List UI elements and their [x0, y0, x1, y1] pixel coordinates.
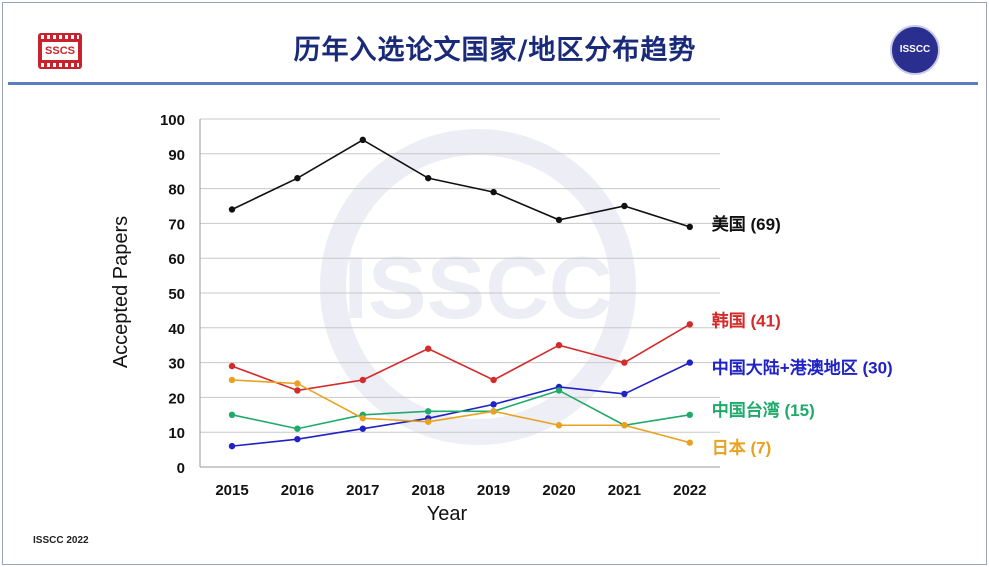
data-point-usa — [490, 188, 497, 196]
y-tick-label: 20 — [168, 390, 185, 407]
isscc-logo-text: ISSCC — [899, 44, 931, 55]
logo-teeth-top — [41, 35, 79, 39]
data-point-japan — [228, 376, 236, 384]
y-tick-label: 90 — [168, 147, 185, 164]
x-tick-label: 2016 — [281, 482, 314, 499]
data-point-japan — [490, 408, 497, 415]
y-tick-label: 40 — [168, 321, 185, 338]
data-point-china_mainland — [228, 442, 236, 450]
data-point-usa — [555, 216, 563, 224]
data-point-japan — [686, 439, 693, 446]
series-label-korea: 韩国 (41) — [712, 310, 781, 330]
data-point-usa — [294, 174, 301, 182]
data-point-japan — [425, 418, 432, 425]
data-point-china_mainland — [686, 359, 693, 366]
series-japan — [228, 376, 693, 446]
data-point-taiwan — [228, 411, 236, 418]
y-tick-label: 100 — [160, 112, 185, 129]
data-point-japan — [621, 422, 628, 429]
footer-text: ISSCC 2022 — [33, 535, 89, 546]
series-line-usa — [231, 138, 691, 228]
x-axis-label: Year — [427, 503, 468, 525]
series-labels: 美国 (69) 韩国 (41) 中国大陆+港澳地区 (30) 中国台湾 (15) 日本 … — [712, 214, 893, 458]
x-tick-label: 2019 — [477, 482, 510, 499]
x-tick-label: 2017 — [346, 482, 379, 499]
data-point-korea — [228, 362, 236, 370]
watermark-text: ISSCC — [344, 238, 613, 337]
data-point-taiwan — [686, 411, 693, 418]
data-point-usa — [621, 202, 628, 210]
series-line-japan — [231, 379, 691, 444]
data-point-usa — [359, 136, 366, 144]
y-axis-label: Accepted Papers — [110, 216, 132, 368]
data-point-china_mainland — [294, 435, 301, 443]
data-point-japan — [359, 415, 366, 422]
y-tick-label: 80 — [168, 182, 185, 199]
isscc-logo: ISSCC — [890, 25, 940, 75]
series-usa — [228, 136, 693, 231]
data-point-korea — [425, 345, 432, 352]
data-point-korea — [621, 359, 628, 366]
data-point-japan — [555, 422, 563, 429]
y-tick-labels: 0 10 20 30 40 50 60 70 80 90 100 — [160, 112, 185, 477]
logo-teeth-bottom — [41, 63, 79, 67]
x-tick-label: 2015 — [215, 482, 248, 499]
y-tick-label: 10 — [168, 425, 185, 442]
data-point-korea — [359, 376, 366, 384]
data-point-korea — [555, 342, 563, 349]
y-tick-label: 50 — [168, 286, 185, 303]
gridlines — [200, 118, 720, 433]
data-point-usa — [425, 174, 432, 182]
x-tick-label: 2021 — [608, 482, 641, 499]
y-tick-label: 30 — [168, 356, 185, 373]
axes — [199, 119, 720, 468]
y-tick-label: 70 — [168, 216, 185, 233]
x-tick-labels: 2015 2016 2017 2018 2019 2020 2021 2022 — [215, 482, 706, 499]
data-point-usa — [686, 223, 693, 231]
data-point-korea — [490, 376, 497, 384]
slide-title: 历年入选论文国家/地区分布趋势 — [293, 35, 697, 66]
series-label-taiwan: 中国台湾 (15) — [712, 400, 815, 420]
data-point-korea — [294, 387, 301, 394]
series-label-china_mainland: 中国大陆+港澳地区 (30) — [712, 358, 893, 378]
series-label-japan: 日本 (7) — [712, 438, 772, 458]
data-point-china_mainland — [359, 425, 366, 432]
sscs-logo-text: SSCS — [42, 42, 78, 60]
data-point-japan — [294, 380, 301, 387]
title-divider — [8, 82, 978, 85]
data-point-usa — [228, 206, 236, 213]
data-point-china_mainland — [490, 401, 497, 408]
y-tick-label: 60 — [168, 251, 185, 268]
data-point-taiwan — [425, 408, 432, 415]
x-tick-label: 2018 — [412, 482, 445, 499]
series-label-usa: 美国 (69) — [712, 214, 781, 234]
data-point-korea — [686, 321, 693, 328]
data-point-taiwan — [294, 425, 301, 432]
data-point-taiwan — [555, 387, 563, 394]
data-point-china_mainland — [621, 390, 628, 398]
x-tick-label: 2022 — [673, 482, 706, 499]
series-line-taiwan — [231, 389, 690, 430]
series-group — [228, 136, 693, 450]
sscs-logo: SSCS — [38, 33, 82, 69]
x-tick-label: 2020 — [542, 482, 575, 499]
y-tick-label: 0 — [177, 460, 185, 477]
